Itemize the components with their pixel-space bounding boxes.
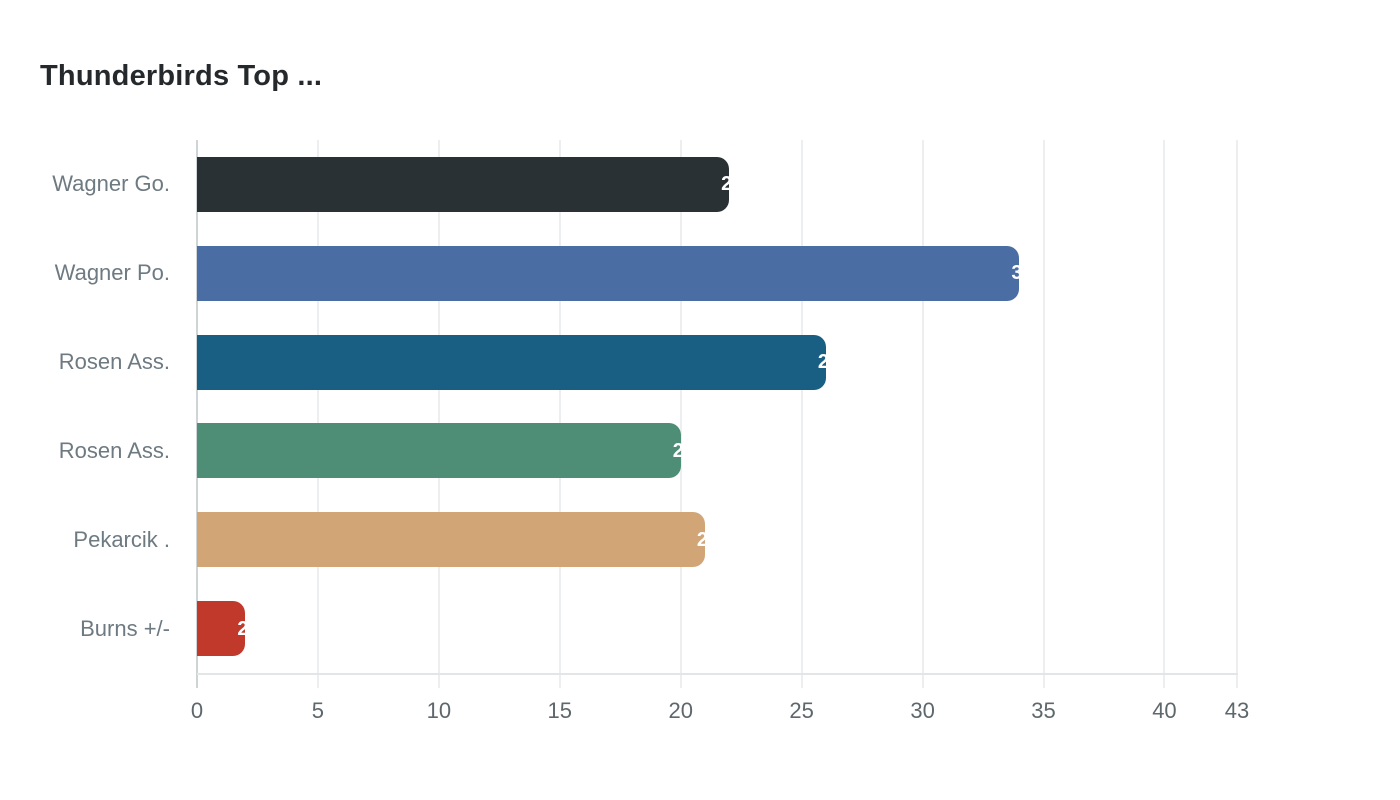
x-tick-label: 25 <box>789 698 814 723</box>
value-label: 34 <box>1011 262 1034 285</box>
chart-title: Thunderbirds Top ... <box>40 60 323 92</box>
x-tick-label: 20 <box>668 698 693 723</box>
x-tick-label: 10 <box>426 698 452 723</box>
bar-row: Burns +/- 2 <box>80 584 1345 673</box>
bar <box>197 334 826 390</box>
gridline <box>1163 140 1166 688</box>
bar-row: Pekarcik . 21 <box>73 495 1345 584</box>
gridline <box>558 140 561 688</box>
category-label: Burns +/- <box>80 615 170 641</box>
x-tick-label: 5 <box>311 698 325 723</box>
x-tick-label: 35 <box>1031 698 1056 723</box>
value-label: 22 <box>721 173 744 196</box>
bar-row: Wagner Po. 34 <box>55 229 1345 318</box>
bar-row: Rosen Ass. 20 <box>59 407 1345 496</box>
bar <box>197 601 246 657</box>
bar-row: Wagner Go. 22 <box>52 140 1345 229</box>
category-label: Pekarcik . <box>73 526 170 552</box>
bar-row: Rosen Ass. 26 <box>59 318 1345 407</box>
category-label: Rosen Ass. <box>58 349 170 375</box>
value-label: 21 <box>696 528 720 551</box>
gridline <box>1236 140 1238 688</box>
value-label: 2 <box>237 617 249 640</box>
category-label: Wagner Po. <box>54 260 170 286</box>
gridline <box>316 140 319 688</box>
x-tick-label: 43 <box>1224 698 1250 723</box>
x-tick-label: 30 <box>910 698 935 723</box>
gridline <box>921 140 924 688</box>
x-axis-line <box>197 673 1238 675</box>
category-label: Wagner Go. <box>52 171 170 197</box>
x-tick-label: 40 <box>1152 698 1177 723</box>
gridline <box>1042 140 1045 688</box>
x-tick-label: 15 <box>547 698 573 723</box>
value-label: 26 <box>817 351 841 374</box>
y-axis-line <box>196 140 198 688</box>
bar <box>197 156 730 212</box>
plot-area: 0 5 10 15 20 25 30 35 40 43 Wagner Go. 22 Wagner Po.… <box>52 140 1345 723</box>
gridline <box>679 140 682 688</box>
gridline <box>800 140 803 688</box>
value-label: 20 <box>672 439 695 462</box>
category-label: Rosen Ass. <box>58 437 170 463</box>
bar <box>197 423 681 479</box>
bar <box>197 245 1020 301</box>
gridline <box>437 140 440 688</box>
x-tick-label: 0 <box>190 698 204 723</box>
bar <box>197 512 705 568</box>
